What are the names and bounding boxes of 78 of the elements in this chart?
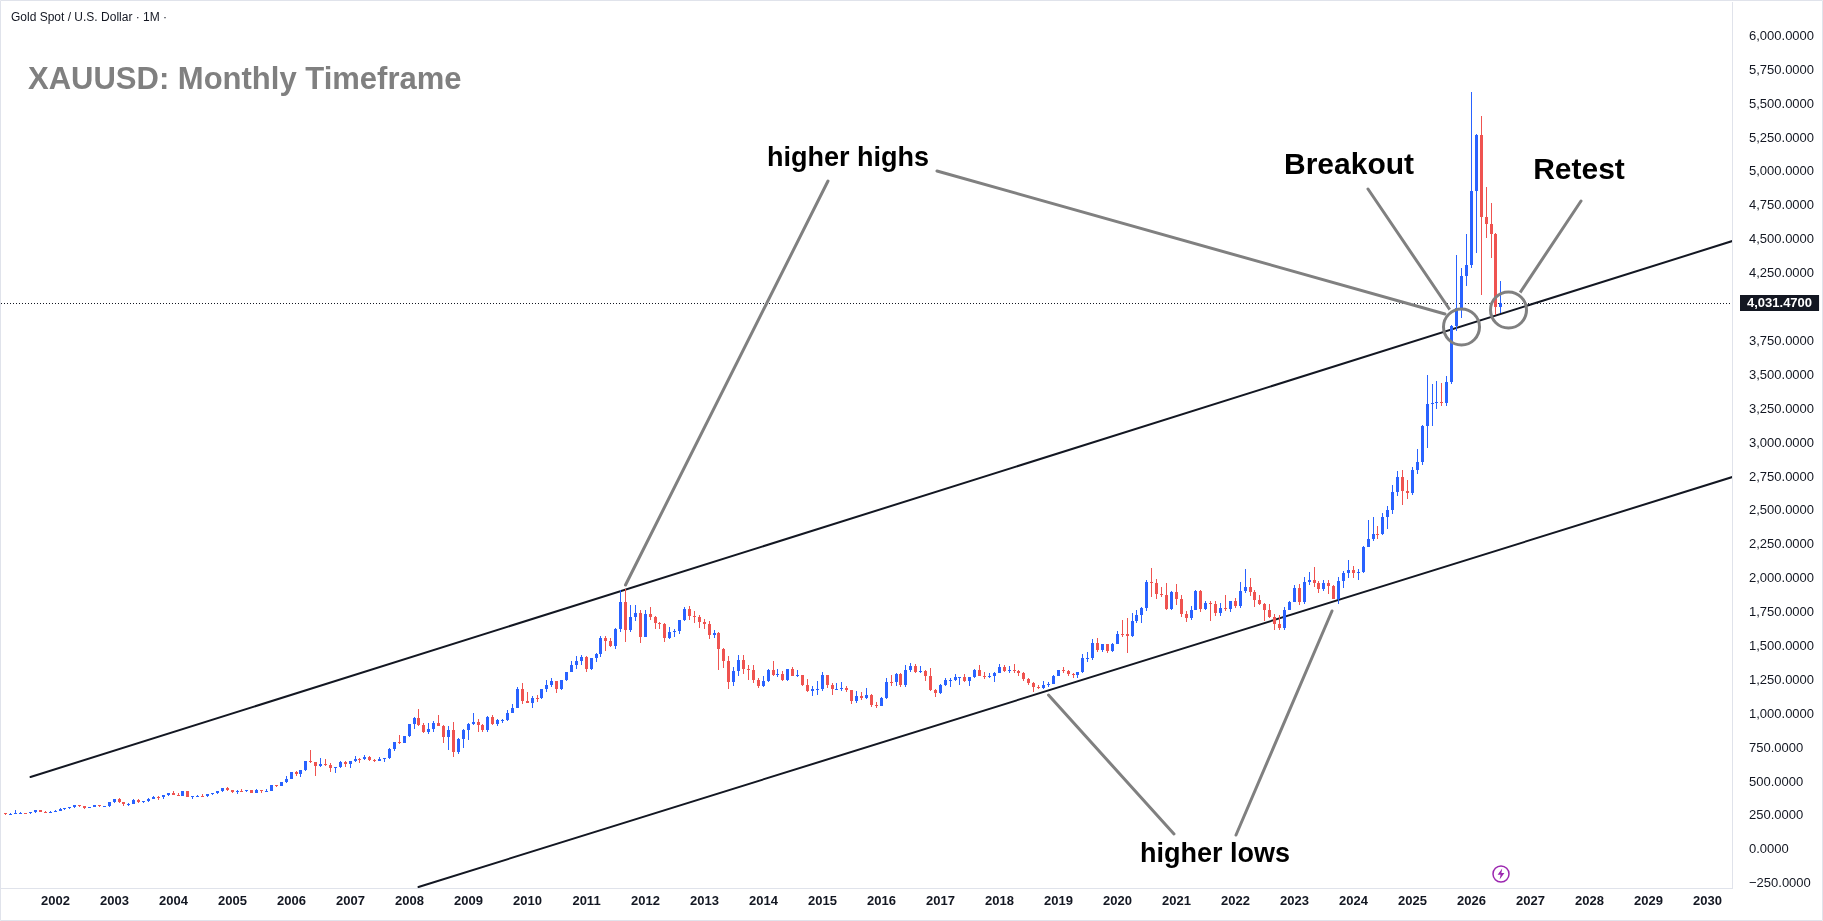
x-tick-label: 2021 (1162, 893, 1191, 909)
x-tick-label: 2017 (926, 893, 955, 909)
x-tick-label: 2019 (1044, 893, 1073, 909)
y-tick-label: 3,500.0000 (1749, 366, 1815, 382)
x-tick-label: 2011 (572, 893, 601, 909)
y-tick-label: −250.0000 (1749, 874, 1811, 890)
y-tick-label: 2,500.0000 (1749, 501, 1815, 517)
x-tick-label: 2010 (513, 893, 542, 909)
candlestick (1160, 587, 1163, 597)
x-tick-label: 2002 (41, 893, 70, 909)
y-tick-label: 5,500.0000 (1749, 95, 1815, 111)
y-tick-label: 2,000.0000 (1749, 569, 1815, 585)
x-tick-label: 2030 (1693, 893, 1722, 909)
x-tick-label: 2029 (1634, 893, 1663, 909)
candlestick (1209, 601, 1212, 621)
annotation: Breakout (1283, 147, 1415, 181)
y-tick-label: 1,250.0000 (1749, 671, 1815, 687)
annotation: higher highs (767, 142, 929, 173)
text: Gold Spot / U.S. Dollar · 1M · (11, 10, 168, 25)
y-tick-label: 1,500.0000 (1749, 637, 1815, 653)
candlestick (1086, 652, 1089, 662)
y-tick-label: 1,000.0000 (1749, 705, 1815, 721)
x-tick-label: 2008 (395, 893, 424, 909)
y-tick-label: 750.0000 (1749, 739, 1804, 755)
candlestick (693, 611, 696, 623)
x-tick-label: 2012 (631, 893, 660, 909)
y-tick-label: 1,750.0000 (1749, 603, 1815, 619)
y-tick-label: 250.0000 (1749, 806, 1804, 822)
candlestick (309, 750, 312, 763)
x-tick-label: 2028 (1575, 893, 1604, 909)
x-tick-label: 2004 (159, 893, 189, 909)
y-tick-label: 5,000.0000 (1749, 162, 1815, 178)
y-tick-label: 3,750.0000 (1749, 332, 1815, 348)
y-tick-label: 2,750.0000 (1749, 468, 1815, 484)
y-tick-label: 3,000.0000 (1749, 434, 1815, 450)
x-tick-label: 2020 (1103, 893, 1132, 909)
y-tick-label: 4,500.0000 (1749, 230, 1815, 246)
candlestick (1357, 569, 1360, 580)
candlestick (1440, 383, 1443, 406)
text: XAUUSD: Monthly Timeframe (28, 60, 462, 96)
ref-line-label: 4,031.4700 (1747, 295, 1813, 311)
x-tick-label: 2003 (100, 893, 129, 909)
x-tick-label: 2026 (1457, 893, 1486, 909)
x-tick-label: 2014 (749, 893, 779, 909)
x-tick-label: 2015 (808, 893, 837, 909)
y-tick-label: 4,250.0000 (1749, 264, 1815, 280)
x-tick-label: 2023 (1280, 893, 1309, 909)
x-tick-label: 2018 (985, 893, 1014, 909)
y-tick-label: 3,250.0000 (1749, 400, 1815, 416)
x-tick-label: 2024 (1339, 893, 1369, 909)
candlestick (1431, 384, 1434, 426)
candlestick (1121, 620, 1124, 637)
candlestick (1376, 526, 1379, 539)
y-tick-label: 4,750.0000 (1749, 196, 1815, 212)
x-tick-label: 2016 (867, 893, 896, 909)
x-tick-label: 2013 (690, 893, 719, 909)
x-tick-label: 2022 (1221, 893, 1250, 909)
x-tick-label: 2025 (1398, 893, 1427, 909)
x-tick-label: 2007 (336, 893, 365, 909)
candlestick (1224, 595, 1227, 611)
y-tick-label: 6,000.0000 (1749, 27, 1815, 43)
x-tick-label: 2005 (218, 893, 247, 909)
candlestick (1435, 381, 1438, 409)
y-tick-label: 5,750.0000 (1749, 61, 1815, 77)
x-tick-label: 2006 (277, 893, 306, 909)
annotation: Retest (1533, 152, 1625, 186)
x-tick-label: 2009 (454, 893, 483, 909)
candlestick (747, 665, 750, 680)
candlestick (816, 681, 819, 695)
annotation: higher lows (1139, 838, 1291, 869)
y-tick-label: 0.0000 (1749, 840, 1789, 856)
y-tick-label: 5,250.0000 (1749, 129, 1815, 145)
x-tick-label: 2027 (1516, 893, 1545, 909)
candlestick (1126, 618, 1129, 653)
candlestick (890, 675, 893, 686)
candlestick (1150, 568, 1153, 597)
y-tick-label: 2,250.0000 (1749, 535, 1815, 551)
y-tick-label: 500.0000 (1749, 773, 1804, 789)
